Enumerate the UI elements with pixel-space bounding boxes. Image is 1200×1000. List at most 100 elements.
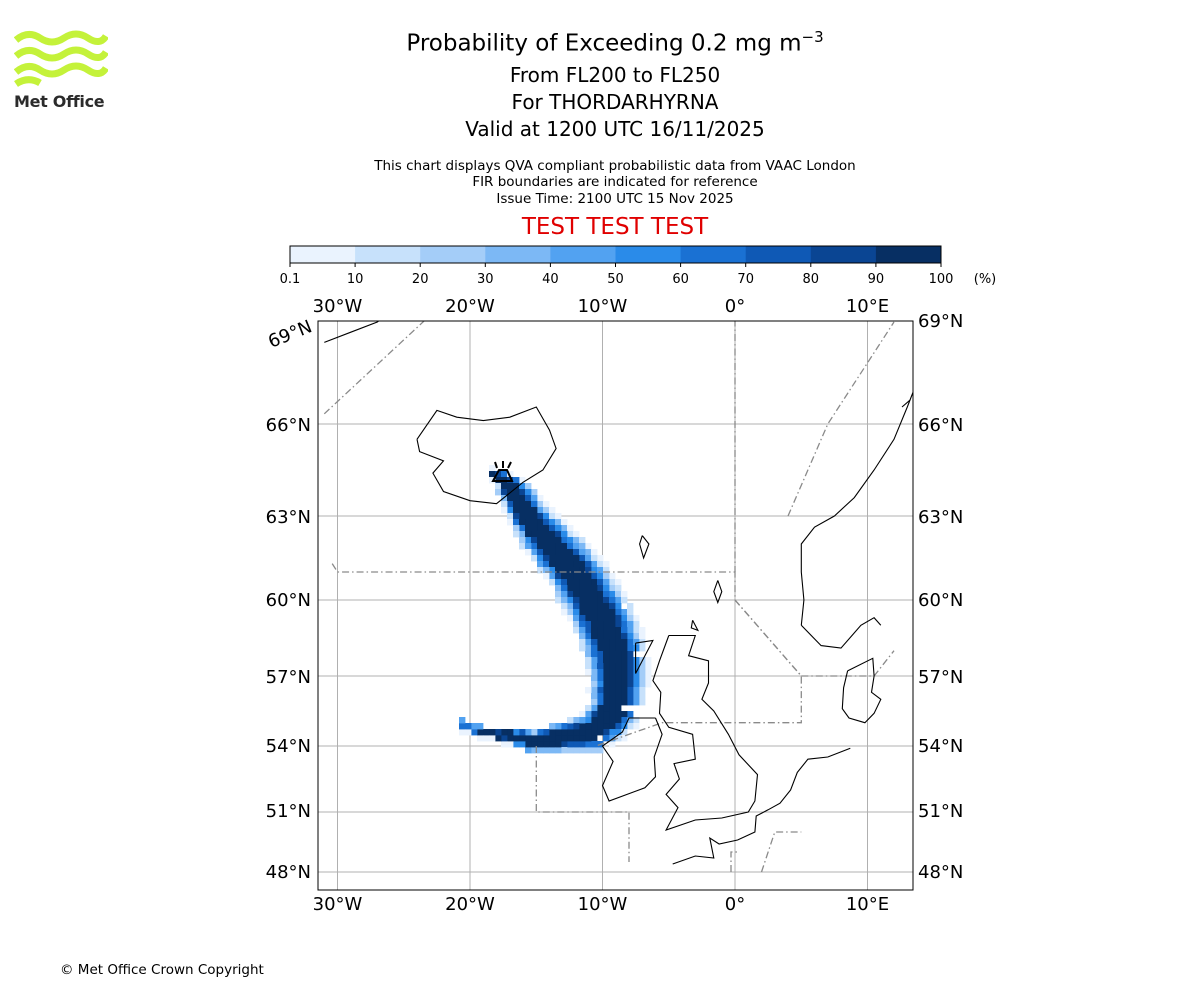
plume-cell [537, 561, 544, 568]
plume-cell [585, 669, 592, 676]
plume-cell [531, 507, 538, 514]
plume-cell [573, 585, 580, 592]
plume-cell [459, 729, 466, 736]
plume-cell [543, 519, 550, 526]
plume-cell [609, 585, 616, 592]
plume-cell [507, 735, 514, 742]
plume-cell [567, 609, 574, 616]
plume-cell [549, 741, 556, 748]
plume-cell [543, 543, 550, 550]
plume-cell [513, 477, 520, 484]
plume-cell [615, 675, 622, 682]
plume-cell [597, 675, 604, 682]
plume-cell [567, 531, 574, 538]
plume-cell [609, 639, 616, 646]
plume-cell [627, 669, 634, 676]
plume-cell [543, 573, 550, 580]
plume-cell [537, 513, 544, 520]
colorbar-segment [615, 246, 682, 263]
plume-cell [567, 729, 574, 736]
fir-boundary [595, 599, 802, 747]
plume-cell [615, 597, 622, 604]
plume-cell [585, 567, 592, 574]
plume-cell [615, 603, 622, 610]
plume-cell [621, 675, 628, 682]
plume-cell [579, 729, 586, 736]
plume-cell [645, 663, 652, 670]
plume-cell [621, 609, 628, 616]
plume-cell [537, 567, 544, 574]
plume-cell [597, 693, 604, 700]
lon-label-top: 30°W [313, 296, 363, 317]
plume-cell [525, 735, 532, 742]
ash-plume [459, 465, 652, 754]
plume-cell [549, 573, 556, 580]
coastline [690, 620, 700, 632]
plume-cell [543, 549, 550, 556]
coastline [800, 390, 913, 626]
plume-cell [591, 633, 598, 640]
plume-cell [591, 657, 598, 664]
plume-cell [603, 657, 610, 664]
plume-cell [603, 573, 610, 580]
met-office-logo-icon [14, 30, 108, 88]
plume-cell [561, 543, 568, 550]
plume-cell [561, 591, 568, 598]
plume-cell [567, 741, 574, 748]
plume-cell [603, 699, 610, 706]
plume-cell [603, 645, 610, 652]
plume-cell [615, 687, 622, 694]
plume-cell [573, 573, 580, 580]
plume-cell [633, 675, 640, 682]
lon-label-top: 20°W [445, 296, 495, 317]
plume-cell [573, 543, 580, 550]
plume-cell [627, 717, 634, 724]
plume-cell [525, 495, 532, 502]
valid-time: Valid at 1200 UTC 16/11/2025 [465, 117, 765, 141]
plume-cell [519, 489, 526, 496]
coastline [901, 399, 911, 408]
plume-cell [555, 723, 562, 730]
plume-cell [633, 633, 640, 640]
plume-cell [543, 537, 550, 544]
plume-cell [615, 693, 622, 700]
plume-cell [555, 537, 562, 544]
lat-label-right: 48°N [918, 862, 963, 883]
plume-cell [561, 597, 568, 604]
plume-cell [507, 519, 514, 526]
plume-cell [585, 627, 592, 634]
plume-cell [585, 705, 592, 712]
plume-cell [579, 591, 586, 598]
plume-cell [537, 555, 544, 562]
plume-cell [609, 573, 616, 580]
coastline [713, 580, 723, 605]
plume-cell [627, 639, 634, 646]
lat-label-right: 60°N [918, 590, 963, 611]
plume-cell [525, 507, 532, 514]
plume-cell [621, 687, 628, 694]
plume-cell [525, 537, 532, 544]
plume-cell [633, 699, 640, 706]
plume-cell [573, 717, 580, 724]
plume-cell [609, 693, 616, 700]
plume-cell [579, 741, 586, 748]
plume-cell [477, 723, 484, 730]
colorbar-segment [290, 246, 356, 263]
plume-cell [579, 549, 586, 556]
plume-cell [609, 681, 616, 688]
plume-cell [609, 735, 616, 742]
plume-cell [555, 531, 562, 538]
plume-cell [543, 555, 550, 562]
plume-cell [609, 741, 616, 748]
plume-cell [567, 615, 574, 622]
plume-cell [615, 579, 622, 586]
fir-boundaries [323, 321, 895, 873]
plume-cell [639, 645, 646, 652]
colorbar-segment [875, 246, 942, 263]
plume-cell [525, 519, 532, 526]
plume-cell [603, 675, 610, 682]
plume-cell [591, 723, 598, 730]
plume-cell [639, 687, 646, 694]
plume-cell [567, 603, 574, 610]
plume-cell [555, 561, 562, 568]
